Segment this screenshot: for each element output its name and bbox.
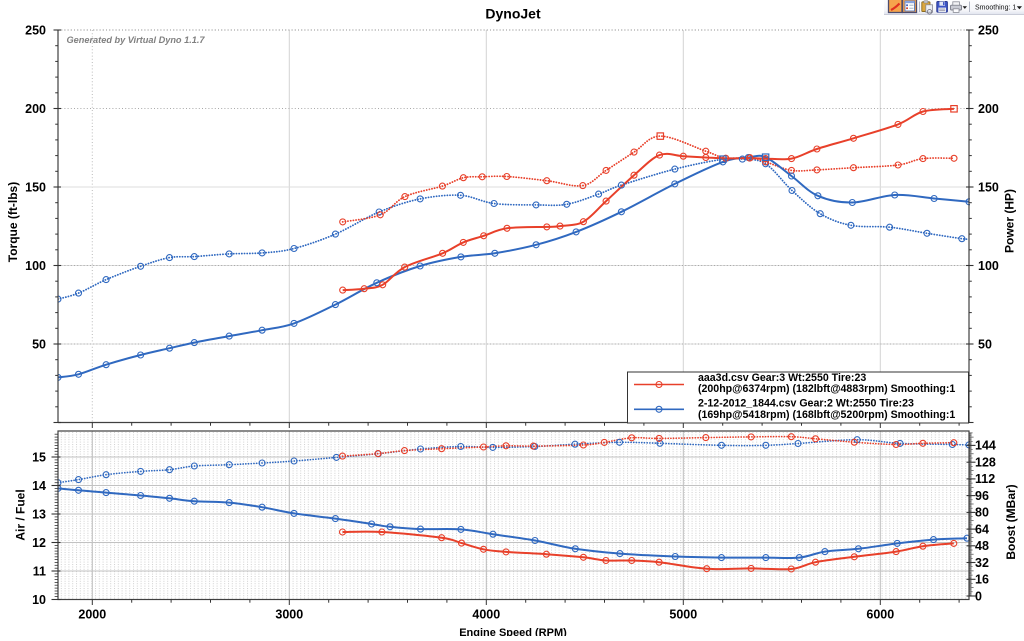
svg-text:DynoJet: DynoJet (485, 5, 541, 21)
svg-text:12: 12 (32, 536, 46, 550)
svg-text:aaa3d.csv Gear:3 Wt:2550 Tire:: aaa3d.csv Gear:3 Wt:2550 Tire:23 (698, 372, 866, 384)
svg-text:64: 64 (975, 522, 989, 536)
svg-text:80: 80 (975, 506, 989, 520)
svg-text:50: 50 (32, 337, 46, 351)
svg-text:0: 0 (975, 589, 982, 603)
svg-text:13: 13 (32, 507, 46, 521)
svg-text:14: 14 (32, 479, 46, 493)
svg-text:48: 48 (975, 539, 989, 553)
svg-text:144: 144 (975, 439, 996, 453)
svg-text:128: 128 (975, 456, 996, 470)
svg-text:16: 16 (975, 573, 989, 587)
svg-text:200: 200 (25, 102, 46, 116)
svg-text:96: 96 (975, 489, 989, 503)
svg-text:11: 11 (33, 564, 46, 578)
svg-text:4000: 4000 (472, 608, 500, 622)
svg-text:10: 10 (32, 593, 46, 607)
svg-text:100: 100 (978, 259, 999, 273)
svg-text:5000: 5000 (669, 608, 697, 622)
svg-text:Engine Speed (RPM): Engine Speed (RPM) (459, 627, 567, 636)
svg-text:150: 150 (25, 180, 46, 194)
svg-text:Torque (ft-lbs): Torque (ft-lbs) (6, 182, 20, 262)
svg-text:32: 32 (975, 556, 989, 570)
svg-text:15: 15 (32, 450, 46, 464)
svg-text:112: 112 (975, 472, 995, 486)
svg-text:250: 250 (978, 23, 999, 37)
svg-text:150: 150 (978, 180, 999, 194)
svg-text:Boost (MBar): Boost (MBar) (1004, 484, 1018, 559)
svg-text:200: 200 (978, 102, 999, 116)
svg-text:Generated by Virtual Dyno 1.1.: Generated by Virtual Dyno 1.1.7 (67, 35, 206, 45)
svg-text:Air / Fuel: Air / Fuel (14, 489, 28, 540)
svg-text:100: 100 (25, 259, 46, 273)
svg-text:Smoothing: 1: Smoothing: 1 (975, 4, 1016, 11)
svg-text:3000: 3000 (275, 608, 303, 622)
svg-text:2-12-2012_1844.csv Gear:2 Wt:2: 2-12-2012_1844.csv Gear:2 Wt:2550 Tire:2… (698, 398, 914, 410)
svg-text:6000: 6000 (866, 608, 894, 622)
svg-text:Power (HP): Power (HP) (1003, 189, 1017, 253)
svg-text:(169hp@5418rpm) (168lbft@5200r: (169hp@5418rpm) (168lbft@5200rpm) Smooth… (698, 409, 955, 421)
svg-text:250: 250 (25, 23, 46, 37)
svg-text:2000: 2000 (78, 608, 106, 622)
svg-text:(200hp@6374rpm) (182lbft@4883r: (200hp@6374rpm) (182lbft@4883rpm) Smooth… (698, 383, 955, 395)
svg-text:50: 50 (978, 337, 992, 351)
